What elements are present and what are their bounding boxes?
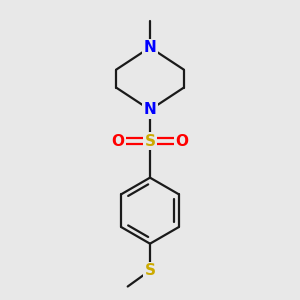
- Text: S: S: [145, 263, 155, 278]
- Text: S: S: [145, 134, 155, 148]
- Text: O: O: [176, 134, 189, 148]
- Text: O: O: [111, 134, 124, 148]
- Text: N: N: [144, 40, 156, 55]
- Text: N: N: [144, 102, 156, 117]
